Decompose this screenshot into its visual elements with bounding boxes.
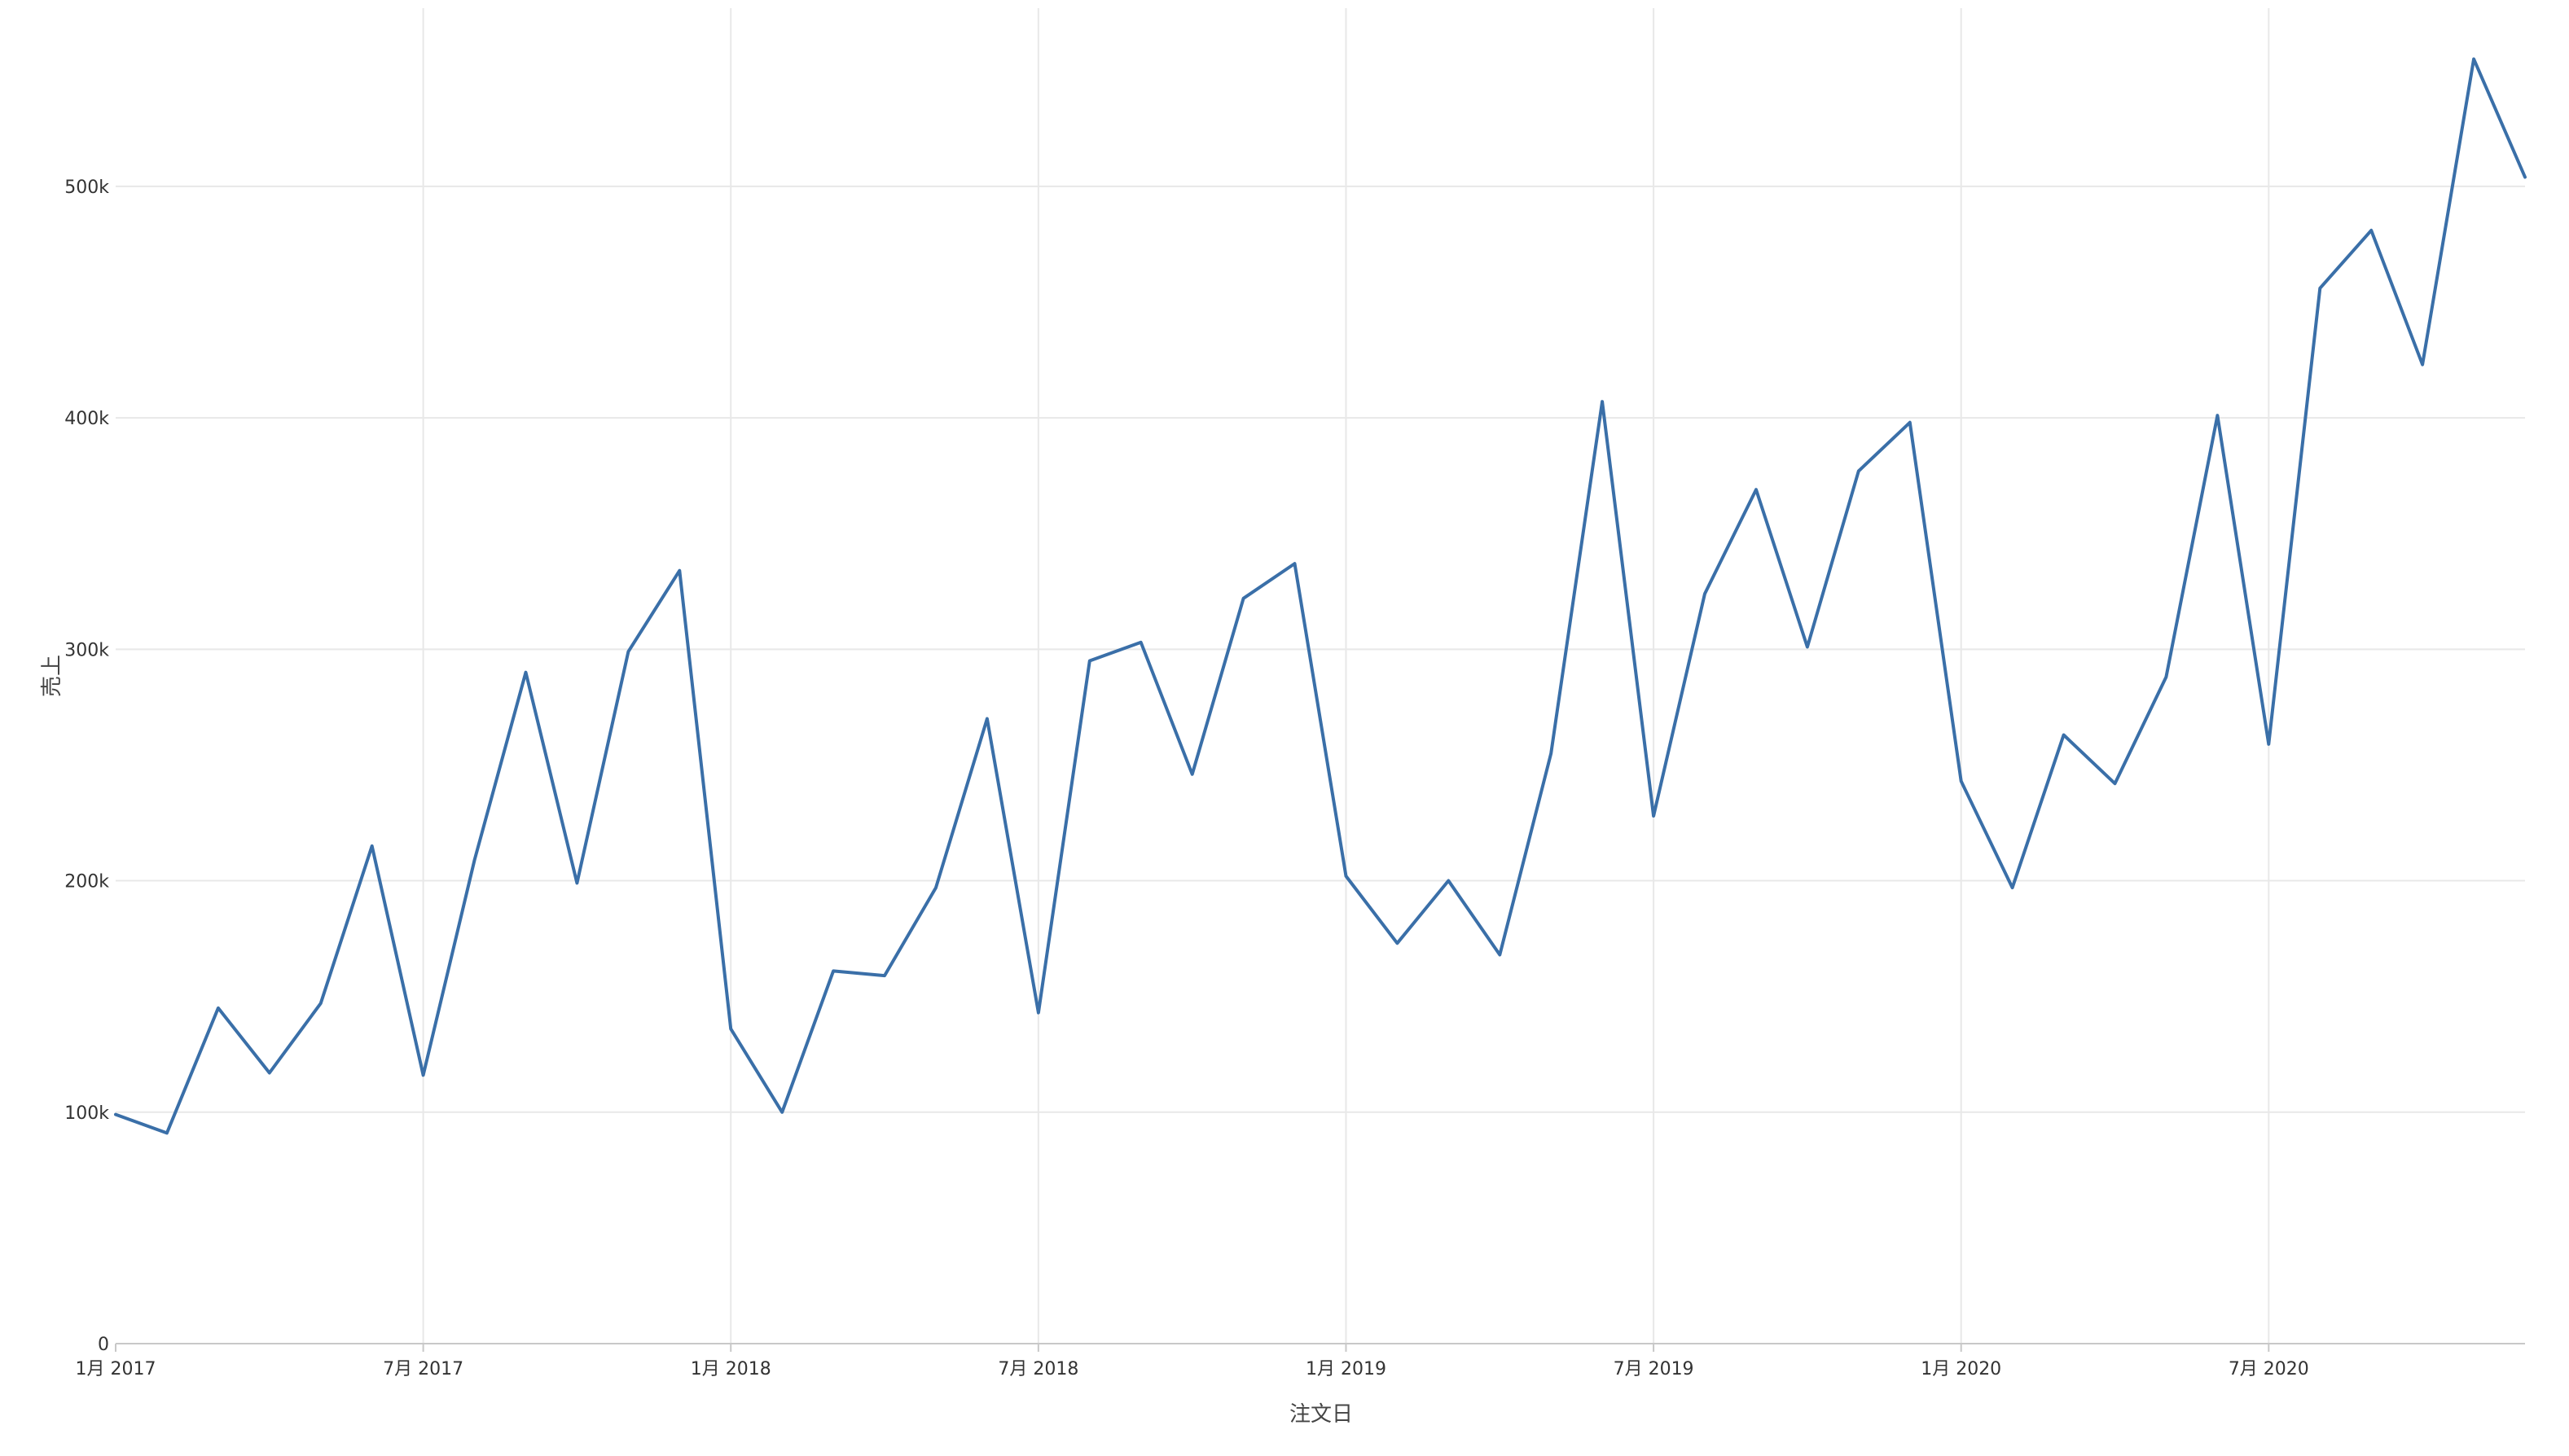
- data-point[interactable]: [982, 714, 992, 724]
- data-point[interactable]: [520, 668, 530, 678]
- data-point[interactable]: [1700, 589, 1710, 599]
- data-point[interactable]: [1751, 485, 1761, 494]
- data-point[interactable]: [2161, 672, 2171, 682]
- data-point[interactable]: [674, 566, 684, 576]
- y-tick-label: 500k: [64, 178, 109, 198]
- y-tick-label: 400k: [64, 409, 109, 429]
- data-point[interactable]: [265, 1068, 274, 1077]
- x-tick-label: 1月 2020: [1921, 1359, 2001, 1379]
- sales-series-line: [114, 57, 2527, 1135]
- y-tick-label: 0: [98, 1335, 109, 1355]
- x-tick-label: 7月 2018: [998, 1359, 1078, 1379]
- data-point[interactable]: [1443, 876, 1453, 886]
- data-point[interactable]: [2469, 55, 2479, 64]
- data-point[interactable]: [2212, 410, 2222, 420]
- data-point[interactable]: [1956, 776, 1966, 786]
- data-point[interactable]: [2264, 739, 2273, 749]
- data-point[interactable]: [1649, 811, 1658, 821]
- axis-layer: 0 100k 200k 300k 400k 500k 1月 2017 7月 2017 1月 20…: [64, 178, 2525, 1379]
- data-point[interactable]: [2366, 226, 2376, 235]
- data-point[interactable]: [213, 1003, 223, 1013]
- data-point[interactable]: [1854, 466, 1864, 476]
- y-tick-label: 200k: [64, 872, 109, 892]
- data-point[interactable]: [828, 966, 838, 976]
- data-point[interactable]: [111, 1110, 121, 1120]
- data-point[interactable]: [2315, 283, 2325, 293]
- y-axis-title: 売上: [40, 655, 64, 697]
- x-tick-label: 1月 2017: [76, 1359, 156, 1379]
- axis-title-layer: 注文日 売上: [40, 655, 1353, 1427]
- data-point[interactable]: [1905, 418, 1915, 428]
- data-point[interactable]: [2008, 883, 2018, 892]
- data-point[interactable]: [1341, 871, 1350, 881]
- data-point[interactable]: [419, 1070, 428, 1080]
- data-point[interactable]: [623, 647, 633, 656]
- x-tick-label: 7月 2017: [383, 1359, 463, 1379]
- data-point[interactable]: [880, 971, 889, 980]
- data-point[interactable]: [777, 1107, 787, 1117]
- data-point[interactable]: [1188, 770, 1197, 779]
- data-point[interactable]: [470, 855, 480, 865]
- series-layer: [111, 55, 2530, 1138]
- data-point[interactable]: [1239, 594, 1249, 603]
- data-point[interactable]: [367, 841, 377, 851]
- y-tick-label: 100k: [64, 1103, 109, 1124]
- data-point[interactable]: [572, 878, 582, 888]
- data-point[interactable]: [2520, 172, 2530, 182]
- x-tick-label: 7月 2020: [2229, 1359, 2309, 1379]
- data-point[interactable]: [2059, 730, 2069, 739]
- data-point[interactable]: [1136, 638, 1146, 647]
- data-point[interactable]: [726, 1024, 736, 1033]
- x-tick-label: 1月 2019: [1306, 1359, 1386, 1379]
- data-point[interactable]: [1085, 656, 1095, 666]
- data-point[interactable]: [2110, 778, 2120, 788]
- data-point[interactable]: [316, 998, 326, 1008]
- data-point[interactable]: [931, 883, 941, 892]
- data-point[interactable]: [1597, 397, 1607, 406]
- x-axis-title: 注文日: [1289, 1402, 1353, 1427]
- y-tick-label: 300k: [64, 640, 109, 660]
- data-point[interactable]: [1803, 642, 1812, 651]
- data-point[interactable]: [1392, 938, 1402, 948]
- data-point[interactable]: [1546, 748, 1556, 758]
- data-point[interactable]: [1290, 559, 1300, 568]
- grid-layer: [116, 8, 2525, 1344]
- data-point[interactable]: [1495, 949, 1504, 959]
- x-tick-label: 1月 2018: [691, 1359, 771, 1379]
- x-tick-label: 7月 2019: [1614, 1359, 1694, 1379]
- data-point[interactable]: [162, 1128, 172, 1138]
- data-point[interactable]: [1034, 1008, 1043, 1018]
- data-point[interactable]: [2417, 360, 2427, 370]
